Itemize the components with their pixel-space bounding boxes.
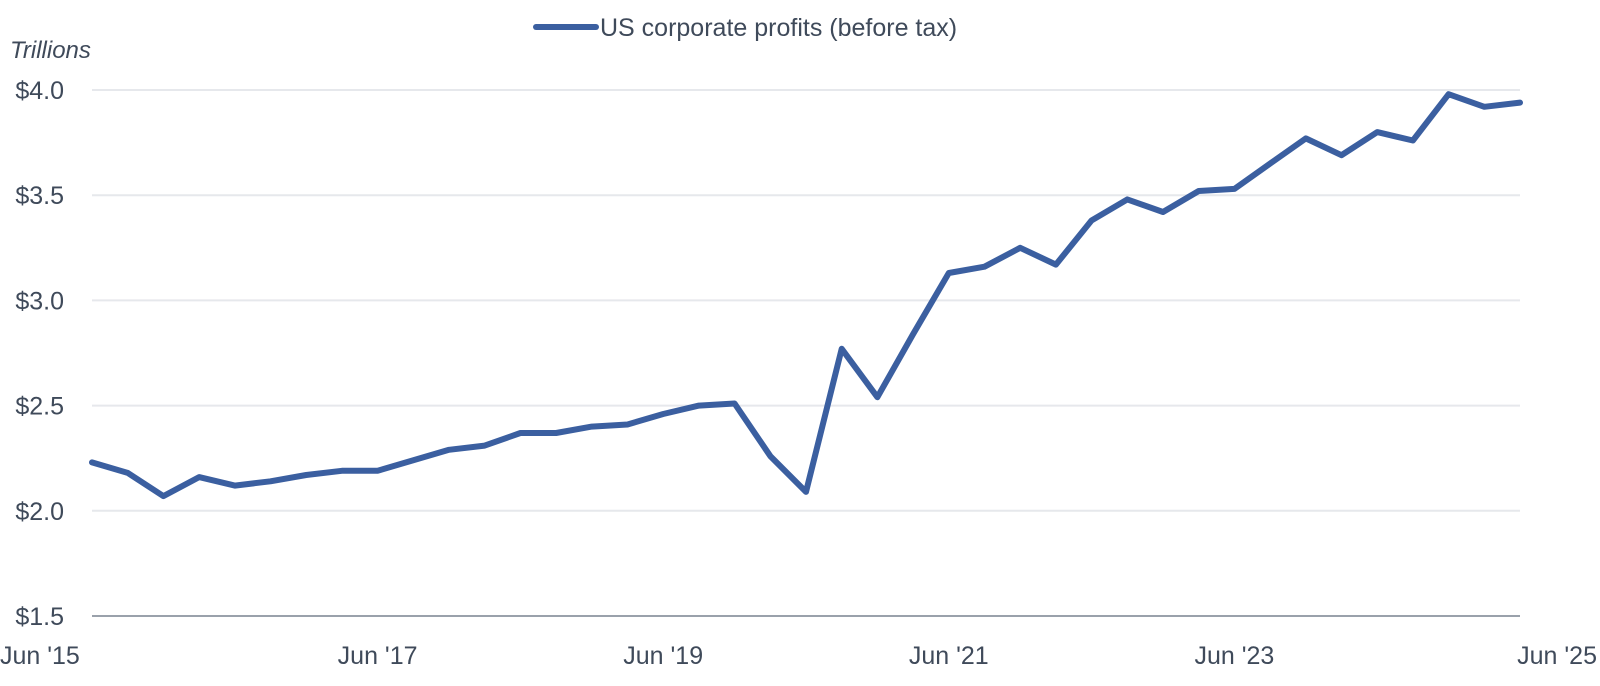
x-axis-ticks: Jun '15 Jun '17 Jun '19 Jun '21 Jun '23 Jun '… [0, 642, 1597, 670]
y-tick-label: $1.5 [15, 603, 64, 631]
series-layer [89, 91, 1523, 500]
x-tick-label: Jun '21 [909, 642, 989, 670]
x-tick-label: Jun '17 [338, 642, 418, 670]
legend: US corporate profits (before tax) [533, 14, 957, 42]
y-tick-label: $2.0 [15, 498, 64, 526]
y-tick-label: $2.5 [15, 393, 64, 421]
y-axis-ticks: $1.5 $2.0 $2.5 $3.0 $3.5 $4.0 [15, 77, 64, 631]
y-tick-label: $3.5 [15, 182, 64, 210]
x-tick-label: Jun '15 [0, 642, 80, 670]
x-tick-label: Jun '19 [623, 642, 703, 670]
x-tick-label: Jun '23 [1194, 642, 1274, 670]
gridlines [92, 89, 1520, 617]
y-tick-label: $3.0 [15, 287, 64, 315]
x-tick-label: Jun '25 [1517, 642, 1597, 670]
series-line-us-corporate-profits [89, 91, 1523, 500]
y-tick-label: $4.0 [15, 77, 64, 105]
legend-label: US corporate profits (before tax) [600, 14, 957, 42]
y-axis-unit-label: Trillions [10, 37, 91, 64]
